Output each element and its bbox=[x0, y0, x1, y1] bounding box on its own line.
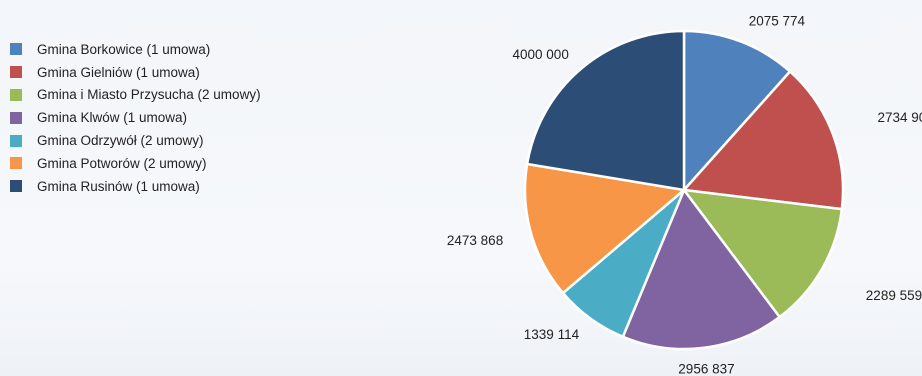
data-label: 2075 774 bbox=[749, 14, 806, 29]
pie-slice[interactable] bbox=[523, 162, 686, 295]
data-label: 2289 559 bbox=[866, 288, 922, 303]
legend-swatch bbox=[10, 111, 22, 124]
legend-label: Gmina Klwów (1 umowa) bbox=[37, 110, 188, 126]
legend-item[interactable]: Gmina Rusinów (1 umowa) bbox=[10, 175, 261, 198]
legend-swatch bbox=[10, 43, 22, 56]
legend-item[interactable]: Gmina Gielniów (1 umowa) bbox=[10, 61, 261, 84]
legend-swatch bbox=[10, 88, 22, 101]
legend-item[interactable]: Gmina Borkowice (1 umowa) bbox=[10, 38, 261, 61]
legend-swatch bbox=[10, 180, 22, 193]
legend-item[interactable]: Gmina Odrzywół (2 umowy) bbox=[10, 129, 261, 152]
legend: Gmina Borkowice (1 umowa) Gmina Gielniów … bbox=[10, 38, 261, 198]
data-label: 2956 837 bbox=[678, 361, 734, 376]
legend-item[interactable]: Gmina Klwów (1 umowa) bbox=[10, 106, 261, 129]
legend-label: Gmina Gielniów (1 umowa) bbox=[37, 64, 200, 80]
pie-slice[interactable] bbox=[682, 188, 844, 319]
legend-swatch bbox=[10, 157, 22, 170]
pie-slice[interactable] bbox=[621, 188, 781, 351]
legend-label: Gmina Rusinów (1 umowa) bbox=[37, 178, 200, 194]
legend-label: Gmina Odrzywół (2 umowy) bbox=[37, 133, 204, 149]
legend-label: Gmina i Miasto Przysucha (2 umowy) bbox=[37, 87, 261, 103]
legend-label: Gmina Potworów (2 umowy) bbox=[37, 155, 207, 171]
pie-slice[interactable] bbox=[682, 29, 792, 192]
legend-swatch bbox=[10, 134, 22, 147]
data-label: 1339 114 bbox=[524, 327, 580, 342]
legend-item[interactable]: Gmina i Miasto Przysucha (2 umowy) bbox=[10, 84, 261, 107]
pie-slice[interactable] bbox=[525, 29, 686, 192]
legend-swatch bbox=[10, 66, 22, 79]
legend-item[interactable]: Gmina Potworów (2 umowy) bbox=[10, 152, 261, 175]
pie-slice[interactable] bbox=[682, 70, 845, 211]
legend-label: Gmina Borkowice (1 umowa) bbox=[37, 41, 211, 57]
data-label: 2734 901 bbox=[877, 110, 922, 125]
data-label: 2473 868 bbox=[447, 233, 503, 248]
data-label: 4000 000 bbox=[513, 47, 569, 62]
